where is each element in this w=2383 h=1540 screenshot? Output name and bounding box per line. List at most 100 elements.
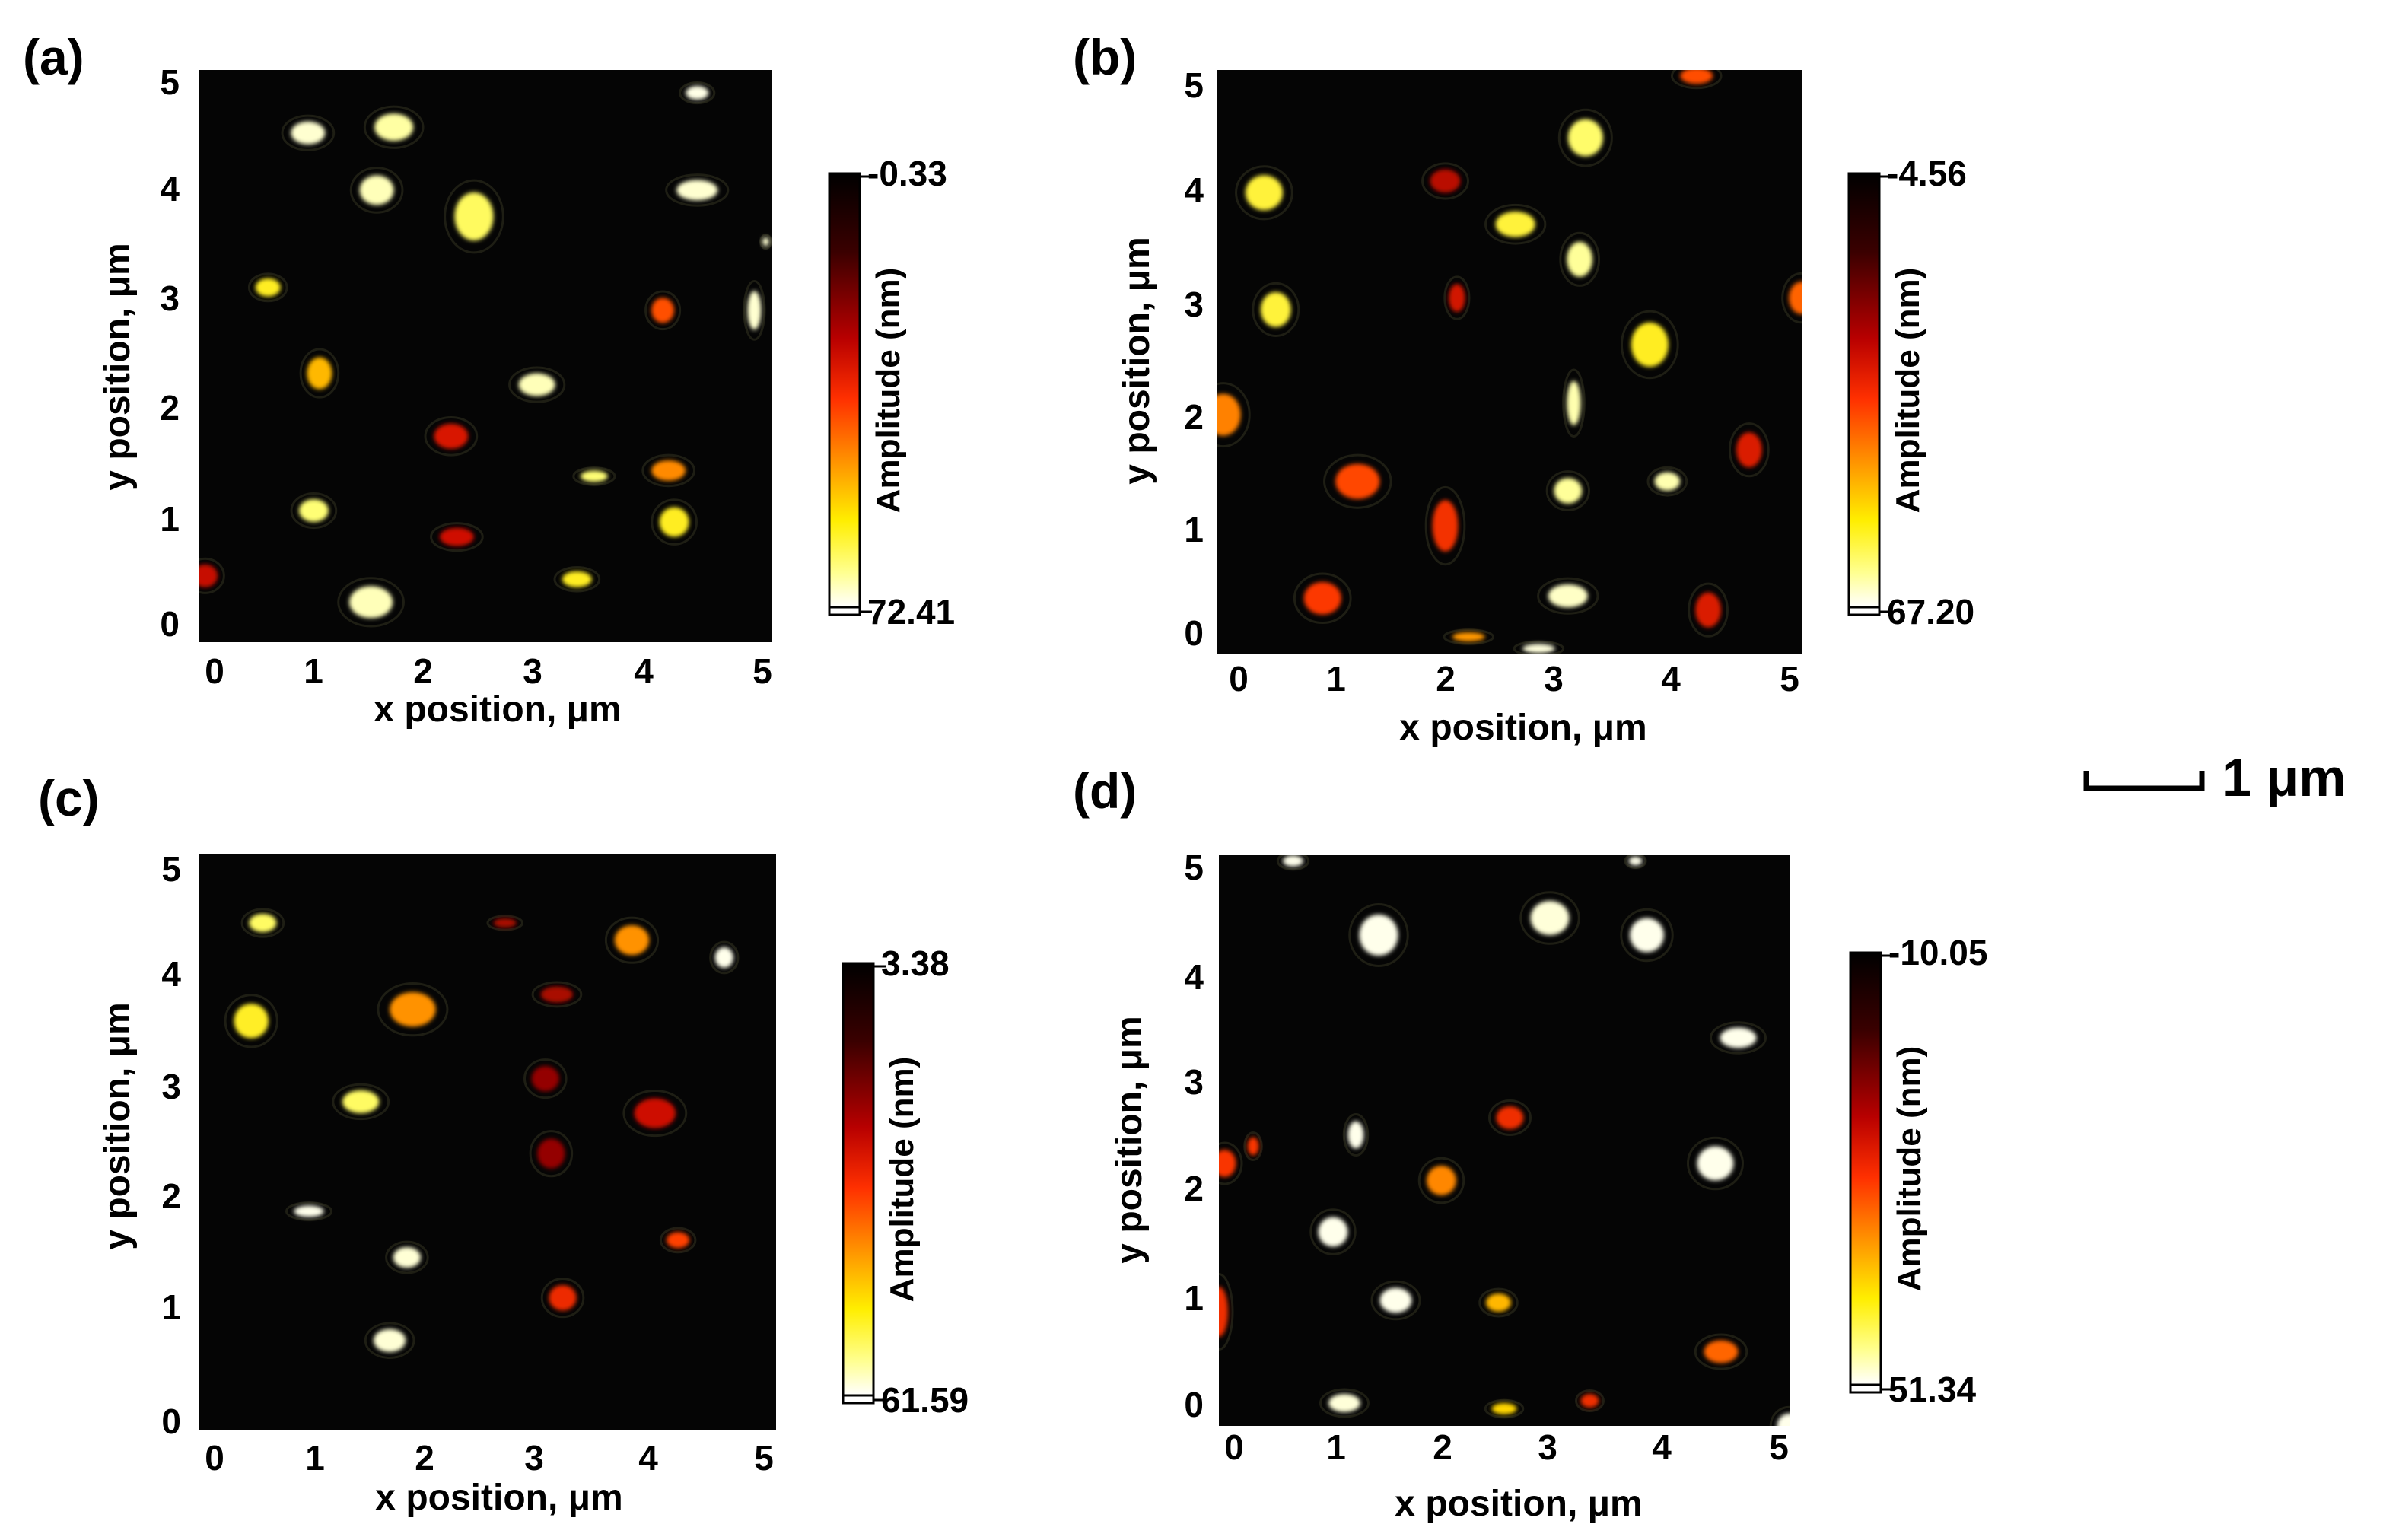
- spot-halo: [1309, 1208, 1357, 1255]
- x-tick-label: 3: [524, 1438, 544, 1478]
- spot-halo: [709, 940, 740, 975]
- spot-halo: [1687, 1136, 1744, 1191]
- x-axis-label: x position, μm: [374, 689, 621, 730]
- spot-halo: [1488, 1099, 1532, 1136]
- spot: [1379, 1287, 1412, 1313]
- colorbar-end-cap: [1847, 606, 1881, 616]
- x-tick-label: 4: [634, 651, 654, 691]
- y-axis-label: y position, μm: [1109, 1016, 1150, 1263]
- spot: [1219, 1287, 1228, 1337]
- y-tick-label: 5: [161, 849, 181, 889]
- spot-halo: [1694, 1333, 1748, 1370]
- panel-3: (c) 0 1 2 3 4 5 0 1 2 3 4 5 x position, μm y position,…: [38, 770, 969, 1518]
- spot-halo: [1620, 310, 1679, 380]
- colorbar: [842, 962, 875, 1397]
- spot: [1522, 644, 1555, 654]
- spot-halo: [424, 415, 479, 457]
- y-tick-label: 4: [161, 954, 181, 994]
- scale-bar: 1 μm: [2083, 748, 2346, 807]
- colorbar-min-label: 51.34: [1888, 1370, 1977, 1409]
- spot-halo: [1513, 640, 1565, 654]
- y-tick-label: 4: [160, 169, 180, 208]
- spot-halo: [743, 279, 766, 341]
- spot: [393, 1246, 422, 1268]
- y-axis-label: y position, μm: [1117, 237, 1157, 484]
- spot: [1567, 380, 1581, 425]
- spots: [1219, 855, 1790, 1426]
- spot-halo: [622, 1090, 688, 1138]
- y-tick-label: 3: [161, 1067, 181, 1106]
- y-tick-label: 1: [1184, 510, 1204, 549]
- spot: [342, 1090, 380, 1114]
- spot-halo: [349, 167, 404, 214]
- y-tick-label: 1: [161, 1287, 181, 1327]
- x-tick-label: 2: [415, 1438, 434, 1478]
- spot-halo: [299, 348, 340, 399]
- spots: [1217, 70, 1802, 654]
- panel-2: (b) 0 1 2 3 4 5 0 1 2 3 4 5 x position, μm y position,…: [1073, 29, 1974, 748]
- colorbar: [1849, 951, 1882, 1386]
- spot-halo: [553, 565, 601, 593]
- spot-halo: [1348, 903, 1409, 967]
- spot-halo: [285, 1201, 333, 1221]
- x-tick-label: 1: [305, 1438, 325, 1478]
- y-tick-label: 0: [1184, 613, 1204, 653]
- spot: [714, 947, 733, 969]
- spot: [634, 1098, 676, 1128]
- x-tick-label: 3: [1538, 1427, 1557, 1467]
- spot: [651, 460, 686, 481]
- spot-halo: [1624, 855, 1647, 869]
- spot: [1427, 1166, 1456, 1195]
- spot: [493, 918, 517, 928]
- spot-halo: [1562, 368, 1586, 438]
- spot-halo: [385, 1240, 429, 1274]
- x-tick-label: 1: [304, 651, 323, 691]
- spot-halo: [1443, 628, 1494, 645]
- spot-halo: [1484, 1398, 1525, 1419]
- spot-halo: [1235, 165, 1293, 221]
- panel-letter: (c): [38, 770, 100, 826]
- spot: [1704, 1340, 1739, 1363]
- spot: [1247, 1137, 1259, 1156]
- spot: [1303, 581, 1341, 615]
- spot: [537, 1138, 565, 1169]
- x-tick-label: 1: [1326, 1427, 1346, 1467]
- spot: [1347, 1121, 1364, 1149]
- spot-halo: [1443, 275, 1471, 320]
- spot: [1628, 856, 1643, 866]
- spot-halo: [332, 1083, 390, 1121]
- plot-area: [199, 854, 776, 1430]
- panel-1: (a) 0 1 2 3 4 5 0 1 2 3 4 5 x position, μm y position,…: [23, 29, 955, 730]
- y-tick-label: 2: [161, 1176, 181, 1216]
- spot-halo: [247, 272, 288, 303]
- spot: [439, 527, 474, 546]
- spot: [1496, 1106, 1524, 1129]
- x-tick-label: 3: [523, 651, 542, 691]
- spot: [1328, 1394, 1360, 1412]
- x-tick-label: 1: [1326, 659, 1346, 698]
- x-tick-label: 2: [1436, 659, 1456, 698]
- spot: [1631, 322, 1669, 368]
- spot: [1548, 584, 1588, 608]
- spot: [199, 564, 218, 587]
- colorbar-end-cap: [842, 1394, 875, 1405]
- spot: [1245, 175, 1284, 211]
- spot-halo: [1252, 282, 1300, 337]
- spot-halo: [1219, 1141, 1243, 1185]
- colorbar-label: Amplitude (nm): [1891, 1046, 1928, 1292]
- spot: [1736, 432, 1762, 468]
- spot-halo: [529, 1130, 574, 1178]
- spot: [1430, 169, 1461, 193]
- spot-halo: [508, 366, 566, 403]
- spot: [1486, 1293, 1511, 1312]
- spot: [373, 1328, 406, 1352]
- spot: [1720, 1027, 1757, 1048]
- spot: [1335, 463, 1380, 499]
- spot: [1283, 855, 1303, 867]
- spot: [659, 507, 689, 537]
- y-tick-label: 0: [160, 604, 180, 644]
- spot-halo: [1421, 162, 1469, 200]
- spot-halo: [1319, 1388, 1370, 1418]
- spot-halo: [1217, 382, 1251, 448]
